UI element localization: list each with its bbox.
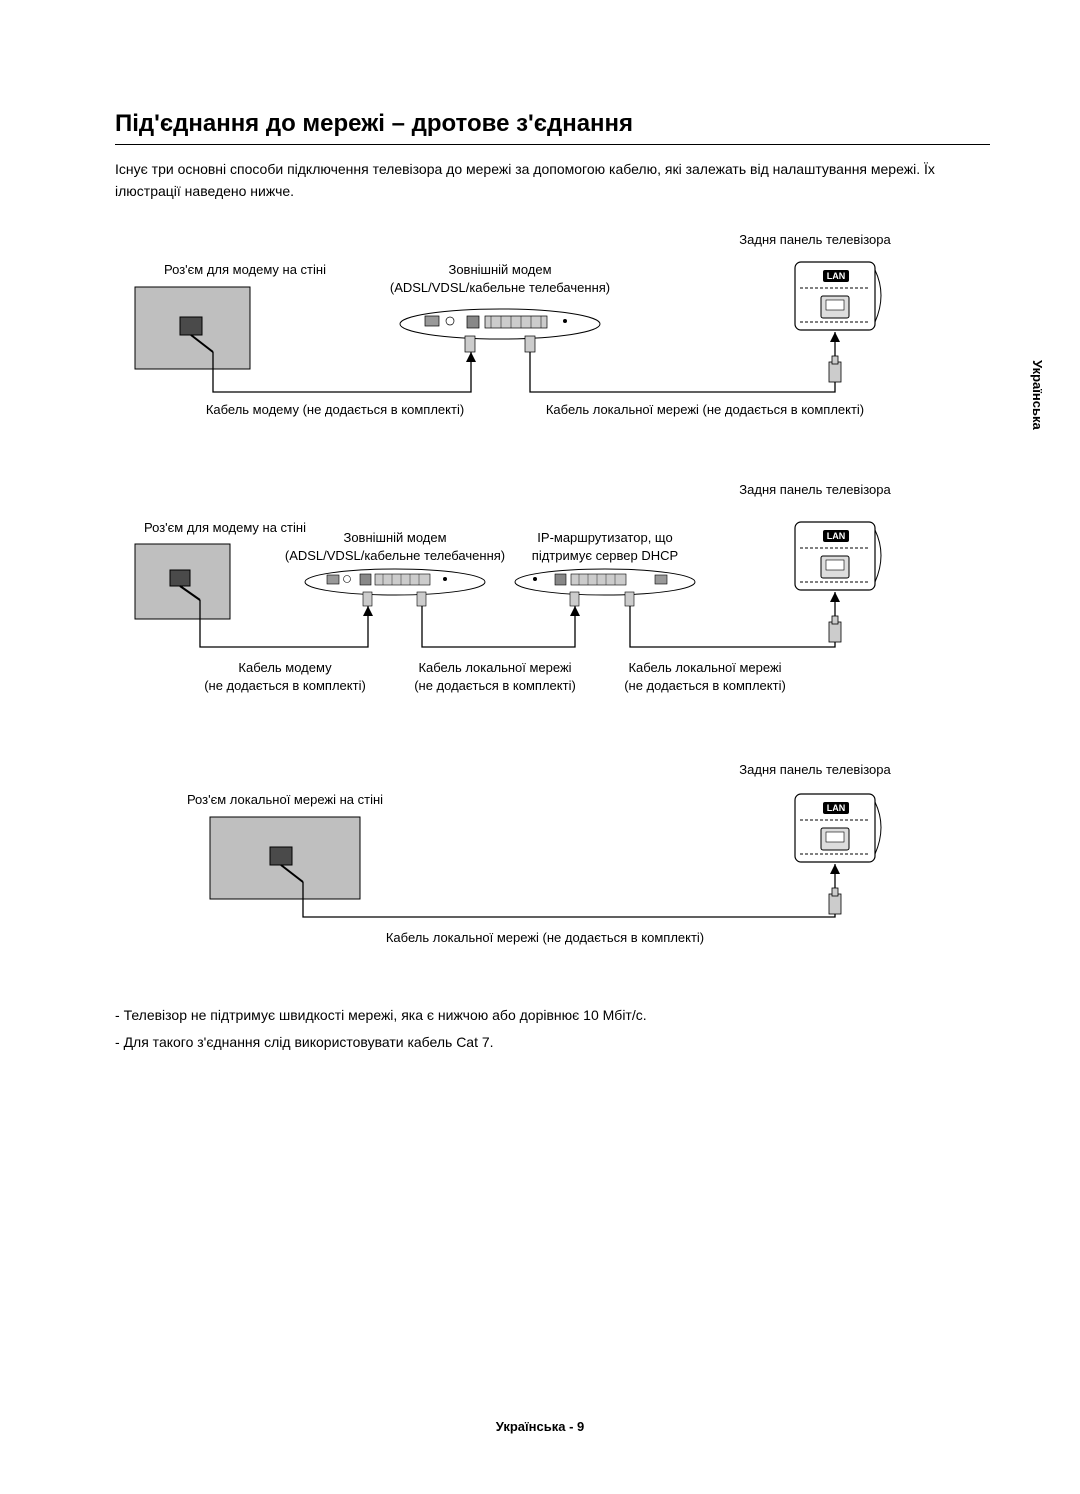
lan-cable-label: Кабель локальної мережі (не додається в … — [546, 402, 864, 417]
tv-lan-panel: LAN — [795, 522, 881, 590]
modem-cable-label: Кабель модему (не додається в комплекті) — [206, 402, 464, 417]
diagram-1: Задня панель телевізора Роз'єм для модем… — [115, 232, 990, 432]
page-title: Під'єднання до мережі – дротове з'єднанн… — [115, 110, 990, 145]
language-tab: Українська — [1030, 360, 1045, 430]
lan-cable-label: Кабель локальної мережі (не додається в … — [386, 930, 704, 945]
svg-text:LAN: LAN — [827, 803, 846, 813]
notes-list: Телевізор не підтримує швидкості мережі,… — [115, 1002, 990, 1055]
note-item: Для такого з'єднання слід використовуват… — [130, 1029, 990, 1056]
lan-connector-icon — [829, 616, 841, 642]
lan-cable-l2b: (не додається в комплекті) — [624, 678, 786, 693]
tv-back-label: Задня панель телевізора — [739, 762, 891, 777]
tv-back-label: Задня панель телевізора — [739, 482, 891, 497]
diagram-2: Задня панель телевізора Роз'єм для модем… — [115, 482, 990, 712]
modem-icon — [305, 569, 485, 606]
tv-back-label: Задня панель телевізора — [739, 232, 891, 247]
svg-text:LAN: LAN — [827, 271, 846, 281]
wall-modem-label: Роз'єм для модему на стіні — [144, 520, 306, 535]
router-sub: підтримує сервер DHCP — [532, 548, 678, 563]
modem-cable-l2: (не додається в комплекті) — [204, 678, 366, 693]
ext-modem-sub: (ADSL/VDSL/кабельне телебачення) — [390, 280, 610, 295]
intro-paragraph: Існує три основні способи підключення те… — [115, 159, 990, 202]
lan-connector-icon — [829, 356, 841, 382]
modem-icon — [400, 309, 600, 352]
lan-cable-l2: (не додається в комплекті) — [414, 678, 576, 693]
wall-lan-label: Роз'єм локальної мережі на стіні — [187, 792, 383, 807]
ext-modem-label: Зовнішній модем — [343, 530, 446, 545]
tv-lan-panel: LAN — [795, 262, 881, 330]
router-icon — [515, 569, 695, 606]
note-item: Телевізор не підтримує швидкості мережі,… — [130, 1002, 990, 1029]
diagram-3: Задня панель телевізора Роз'єм локальної… — [115, 762, 990, 952]
modem-cable-l1: Кабель модему — [238, 660, 332, 675]
lan-connector-icon — [829, 888, 841, 914]
tv-lan-panel: LAN — [795, 794, 881, 862]
lan-cable-l1: Кабель локальної мережі — [418, 660, 571, 675]
router-label: IP-маршрутизатор, що — [537, 530, 672, 545]
wall-modem-label: Роз'єм для модему на стіні — [164, 262, 326, 277]
lan-cable-l1b: Кабель локальної мережі — [628, 660, 781, 675]
ext-modem-label: Зовнішній модем — [448, 262, 551, 277]
page-footer: Українська - 9 — [0, 1419, 1080, 1434]
ext-modem-sub: (ADSL/VDSL/кабельне телебачення) — [285, 548, 505, 563]
svg-text:LAN: LAN — [827, 531, 846, 541]
